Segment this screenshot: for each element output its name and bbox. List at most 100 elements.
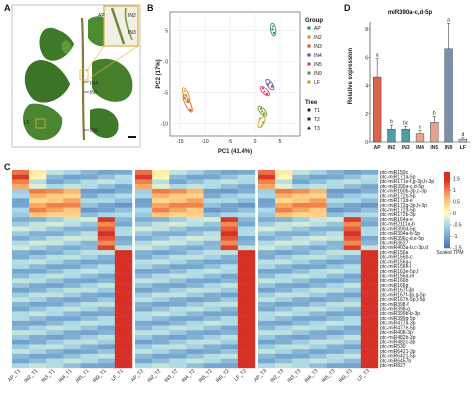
heatmap-cell	[186, 297, 204, 303]
heatmap-cell	[258, 184, 276, 190]
heatmap-cell	[258, 325, 276, 331]
heatmap-cell	[220, 240, 239, 246]
significance-letter: a	[376, 53, 379, 59]
heatmap-cell	[220, 353, 239, 359]
legend-gradient-step	[444, 185, 450, 188]
heatmap-cell	[97, 297, 116, 303]
heatmap-cell	[343, 203, 362, 208]
heatmap-row-label: ptc-miR6421-3p	[380, 349, 416, 355]
heatmap-cell	[360, 250, 379, 256]
legend-gradient-step	[444, 175, 450, 178]
heatmap-cell	[152, 207, 170, 213]
heatmap-cell	[309, 353, 327, 359]
pca-point	[259, 107, 263, 110]
heatmap-cell	[292, 273, 310, 279]
heatmap-cell	[292, 264, 310, 270]
heatmap-cell	[186, 264, 204, 270]
heatmap-cell	[135, 339, 153, 345]
heatmap-cell	[114, 221, 133, 227]
heatmap-cell	[97, 203, 116, 208]
heatmap-cell	[135, 330, 153, 336]
heatmap-cell	[275, 212, 293, 218]
heatmap-cell	[360, 174, 379, 180]
heatmap-cell	[114, 193, 133, 199]
significance-letter: b	[433, 111, 436, 117]
heatmap-cell	[258, 292, 276, 298]
heatmap-cell	[152, 320, 170, 326]
heatmap-cell	[12, 264, 30, 270]
heatmap-cell	[135, 236, 153, 241]
heatmap-cell	[12, 287, 30, 293]
heatmap-cell	[46, 245, 64, 251]
heatmap-cell	[97, 217, 116, 223]
heatmap-cell	[114, 325, 133, 331]
heatmap-cell	[203, 188, 221, 194]
heatmap-cell	[343, 207, 362, 213]
heatmap-cell	[29, 287, 47, 293]
heatmap-cell	[343, 330, 362, 336]
heatmap-cell	[360, 278, 379, 284]
heatmap-cell	[203, 363, 221, 369]
legend-gradient-step	[444, 210, 450, 213]
heatmap-cell	[203, 245, 221, 251]
heatmap-cell	[63, 240, 81, 246]
heatmap-cell	[12, 179, 30, 185]
heatmap-cell	[135, 353, 153, 359]
legend-gradient-step	[444, 192, 450, 196]
heatmap-cell	[114, 231, 133, 237]
legend-gradient-step	[444, 172, 450, 175]
heatmap-cell	[292, 184, 310, 190]
pca-point	[261, 121, 265, 124]
legend-gradient-step	[444, 215, 450, 218]
heatmap-cell	[63, 349, 81, 355]
heatmap-cell	[326, 198, 344, 204]
pca-point	[261, 87, 265, 90]
heatmap-cell	[114, 259, 133, 265]
heatmap-cell	[169, 344, 187, 350]
heatmap-cell	[360, 203, 379, 208]
heatmap-cell	[169, 231, 187, 237]
heatmap-cell	[114, 250, 133, 256]
bar-y-ticks: 0 2 4 6 8	[365, 27, 368, 146]
heatmap-cell	[80, 179, 98, 185]
heatmap-row-label: ptc-miR530	[380, 344, 406, 350]
heatmap-cell	[63, 330, 81, 336]
heatmap-cell	[220, 302, 239, 307]
heatmap-cell	[237, 231, 256, 237]
legend-gradient-step	[444, 187, 450, 190]
heatmap-cell	[152, 344, 170, 350]
label-in3: IN3	[128, 30, 136, 36]
heatmap-cell	[97, 188, 116, 194]
heatmap-cell	[97, 353, 116, 359]
heatmap-cell	[46, 339, 64, 345]
heatmap-cell	[343, 259, 362, 265]
legend-gradient-step	[444, 181, 450, 184]
heatmap-cell	[97, 363, 116, 369]
heatmap-cell	[292, 193, 310, 199]
heatmap-cell	[220, 311, 239, 317]
heatmap-cell	[63, 207, 81, 213]
heatmap-cell	[292, 226, 310, 232]
heatmap-cell	[360, 212, 379, 218]
heatmap-cell	[343, 254, 362, 260]
heatmap-row-label: ptc-miR394a-b-5p	[380, 231, 420, 237]
heatmap-cell	[360, 339, 379, 345]
heatmap-row-label: ptc-miR167f-3p,g-5p	[380, 292, 426, 298]
heatmap-cell	[220, 231, 239, 237]
heatmap-cell	[309, 330, 327, 336]
panel-a-label: A	[4, 3, 11, 13]
heatmap-cell	[80, 203, 98, 208]
pca-point	[265, 92, 269, 95]
heatmap-cell	[292, 231, 310, 237]
heatmap-column-label: IN3_T2	[163, 368, 179, 384]
heatmap-cell	[203, 335, 221, 340]
heatmap-cell	[169, 179, 187, 185]
heatmap-row-label: ptc-miR390a-c,d-5p	[380, 184, 424, 190]
heatmap-cell	[186, 188, 204, 194]
heatmap-row-label: ptc-miR171a-5p	[380, 174, 416, 180]
legend-tick-label: -0.5	[453, 223, 462, 229]
heatmap-column-label: LF_T1	[110, 368, 125, 383]
heatmap-cell	[203, 306, 221, 312]
heatmap-cell	[97, 316, 116, 322]
heatmap-cell	[275, 179, 293, 185]
